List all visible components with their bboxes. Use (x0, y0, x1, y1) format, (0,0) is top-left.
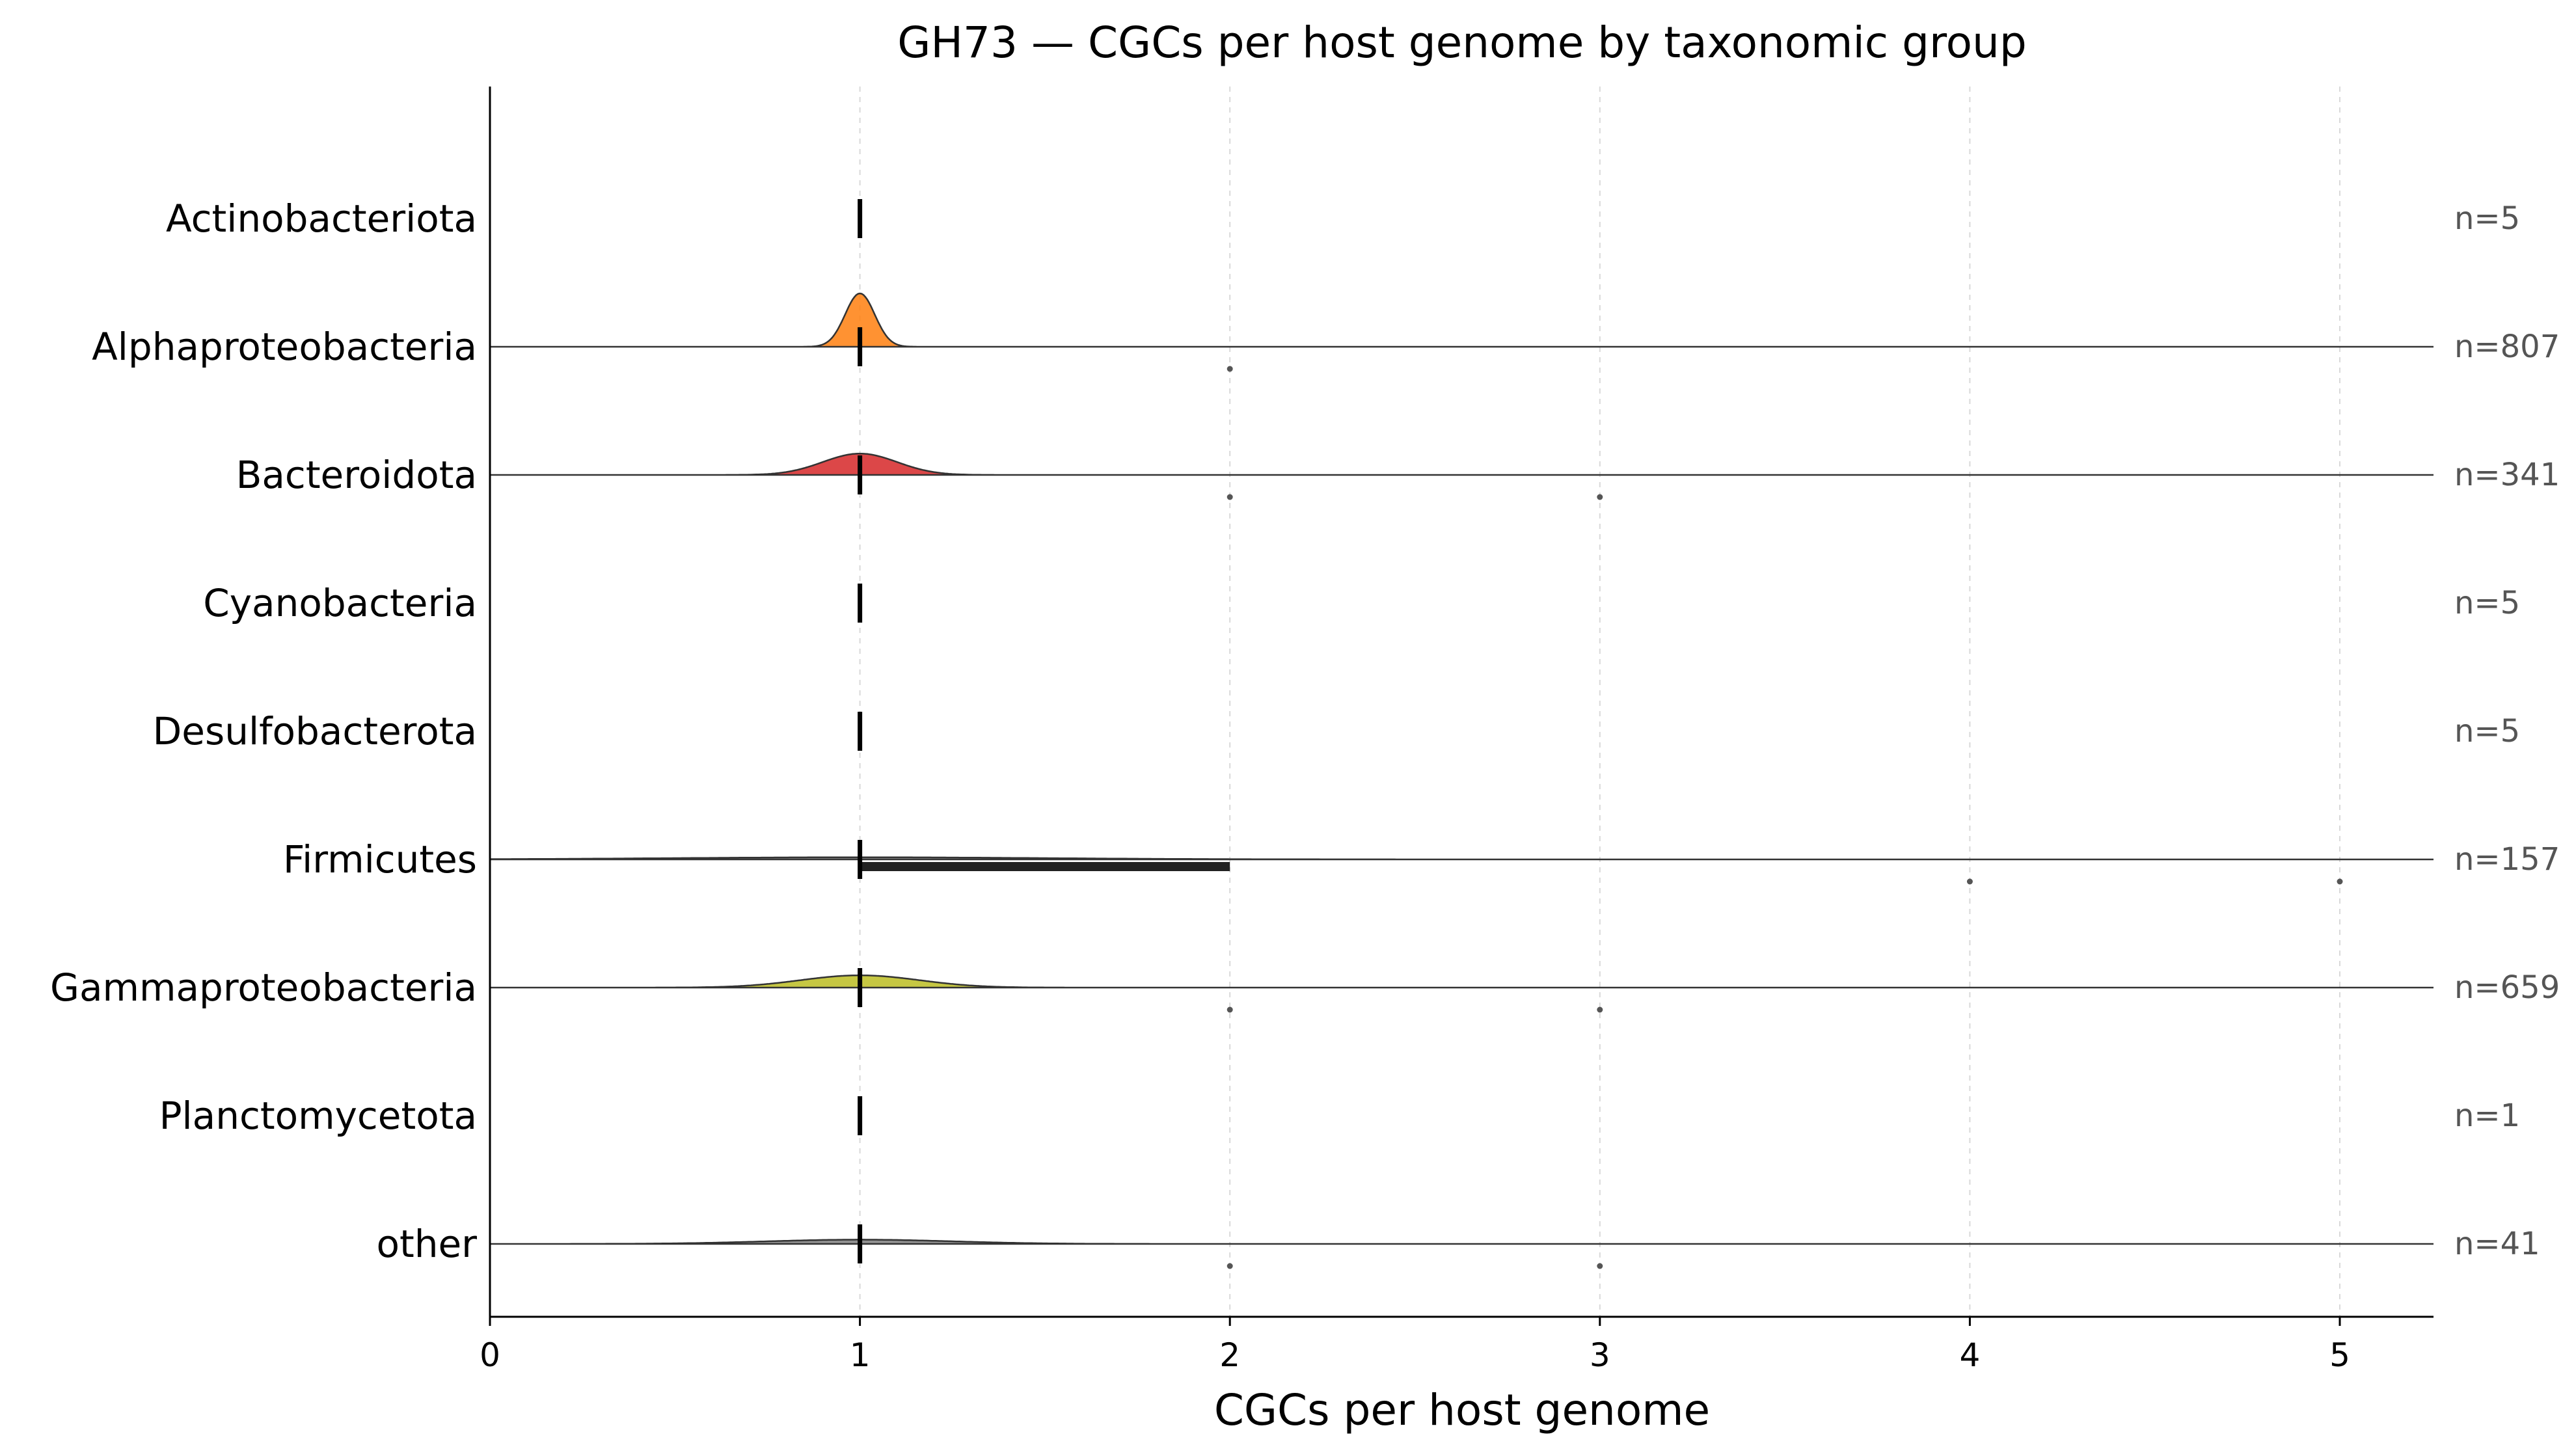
x-tick-label-2: 2 (1219, 1336, 1240, 1374)
outlier-point-other-3 (1597, 1263, 1603, 1269)
y-tick-label-cyanobacteria: Cyanobacteria (203, 581, 477, 625)
density-ridge-gammaproteobacteria (490, 974, 2434, 989)
density-ridge-firmicutes (489, 856, 2434, 861)
outlier-point-bacteroidota-2 (1227, 494, 1233, 500)
y-tick-label-desulfobacterota: Desulfobacterota (153, 709, 477, 753)
y-tick-labels: Actinobacteriota Alphaproteobacteria Bacte… (50, 196, 477, 1266)
x-ticks: 0 1 2 3 4 5 (480, 1317, 2350, 1374)
n-count-gammaproteobacteria: n=659 (2454, 969, 2560, 1006)
iqr-bar-firmicutes (860, 862, 1230, 871)
y-tick-label-alphaproteobacteria: Alphaproteobacteria (92, 325, 477, 369)
outlier-point-alphaproteobacteria-2 (1227, 366, 1233, 372)
x-tick-label-4: 4 (1959, 1336, 1980, 1374)
n-count-planctomycetota: n=1 (2454, 1098, 2520, 1134)
y-tick-label-bacteroidota: Bacteroidota (236, 453, 477, 497)
n-count-other: n=41 (2454, 1226, 2540, 1262)
outlier-point-gammaproteobacteria-2 (1227, 1006, 1233, 1013)
ridges (489, 199, 2434, 1269)
x-tick-label-3: 3 (1590, 1336, 1610, 1374)
x-tick-label-0: 0 (480, 1336, 500, 1374)
n-count-alphaproteobacteria: n=807 (2454, 329, 2560, 365)
outlier-point-firmicutes-4 (1966, 878, 1973, 885)
y-tick-label-firmicutes: Firmicutes (283, 837, 477, 882)
n-count-desulfobacterota: n=5 (2454, 713, 2520, 749)
n-count-labels: n=5 n=807 n=341 n=5 n=5 n=157 n=659 n=1 n=41 (2454, 200, 2560, 1262)
y-tick-label-gammaproteobacteria: Gammaproteobacteria (50, 965, 477, 1010)
x-gridlines (859, 87, 2340, 1317)
density-ridge-bacteroidota (490, 452, 2434, 476)
outlier-point-bacteroidota-3 (1597, 494, 1603, 500)
x-tick-label-5: 5 (2329, 1336, 2350, 1374)
n-count-bacteroidota: n=341 (2454, 457, 2560, 493)
density-ridge-other (490, 1239, 2434, 1245)
y-tick-label-other: other (376, 1222, 477, 1266)
outlier-point-other-2 (1227, 1263, 1233, 1269)
n-count-actinobacteriota: n=5 (2454, 200, 2520, 237)
outlier-point-firmicutes-5 (2337, 878, 2343, 885)
chart-title: GH73 — CGCs per host genome by taxonomic… (897, 18, 2027, 68)
x-axis-label: CGCs per host genome (1214, 1385, 1710, 1435)
density-ridge-alphaproteobacteria (490, 292, 2434, 348)
n-count-firmicutes: n=157 (2454, 841, 2560, 878)
y-tick-label-planctomycetota: Planctomycetota (159, 1094, 477, 1138)
outlier-point-gammaproteobacteria-3 (1597, 1006, 1603, 1013)
y-tick-label-actinobacteriota: Actinobacteriota (166, 196, 477, 241)
x-tick-label-1: 1 (850, 1336, 871, 1374)
n-count-cyanobacteria: n=5 (2454, 585, 2520, 621)
